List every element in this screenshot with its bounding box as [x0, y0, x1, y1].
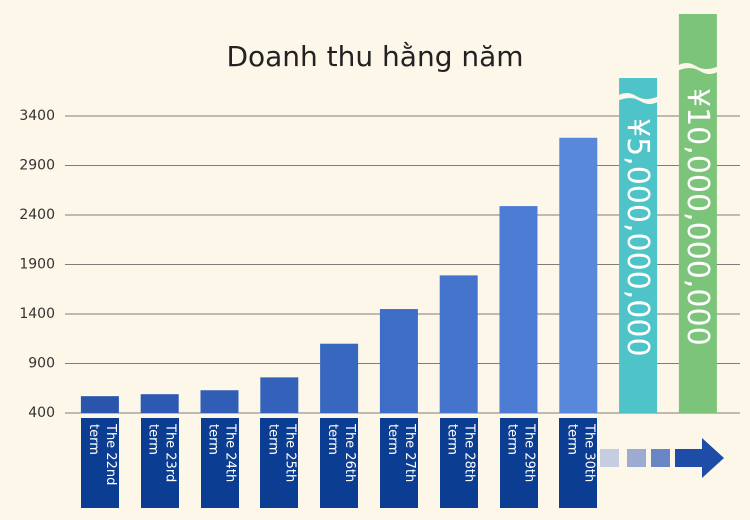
x-tick-label: The 26th term	[325, 424, 358, 483]
bar	[200, 390, 239, 413]
x-tick-label-box: The 23rd term	[140, 418, 179, 508]
target-bar	[619, 78, 658, 413]
y-tick-label: 2900	[19, 158, 55, 174]
bar-break	[617, 93, 660, 104]
y-tick-label: 900	[28, 356, 55, 372]
target-bar	[678, 14, 717, 413]
y-tick-label: 1900	[19, 257, 55, 273]
bar	[379, 309, 418, 413]
y-tick-label: 400	[28, 405, 55, 421]
bar	[260, 377, 299, 413]
bar	[559, 137, 598, 413]
x-tick-label-box: The 24th term	[200, 418, 239, 508]
bar-break	[676, 63, 719, 74]
y-tick-label: 3400	[19, 108, 55, 124]
bar	[499, 206, 538, 413]
x-tick-label-box: The 30th term	[559, 418, 598, 508]
x-tick-label-box: The 25th term	[260, 418, 299, 508]
x-tick-label-box: The 22nd term	[80, 418, 119, 508]
x-tick-label-box: The 26th term	[320, 418, 359, 508]
bar	[80, 396, 119, 413]
bar	[439, 275, 478, 413]
x-tick-label-box: The 29th term	[499, 418, 538, 508]
target-label: ¥10,000,000,000	[679, 88, 715, 346]
target-label: ¥5,000,000,000	[620, 118, 656, 357]
x-tick-label-box: The 28th term	[439, 418, 478, 508]
x-tick-label: The 25th term	[265, 424, 298, 483]
x-tick-label: The 23rd term	[145, 424, 178, 483]
x-tick-label: The 22nd term	[85, 424, 118, 486]
bar	[320, 343, 359, 413]
x-tick-label: The 28th term	[444, 424, 477, 483]
x-tick-label: The 24th term	[205, 424, 238, 483]
progress-arrow	[600, 438, 724, 478]
y-tick-label: 1400	[19, 306, 55, 322]
chart-title: Doanh thu hằng năm	[226, 40, 523, 73]
y-tick-label: 2400	[19, 207, 55, 223]
x-tick-label: The 27th term	[384, 424, 417, 483]
x-tick-label: The 29th term	[504, 424, 537, 483]
bar	[140, 394, 179, 413]
x-tick-label: The 30th term	[564, 424, 597, 483]
x-tick-label-box: The 27th term	[379, 418, 418, 508]
